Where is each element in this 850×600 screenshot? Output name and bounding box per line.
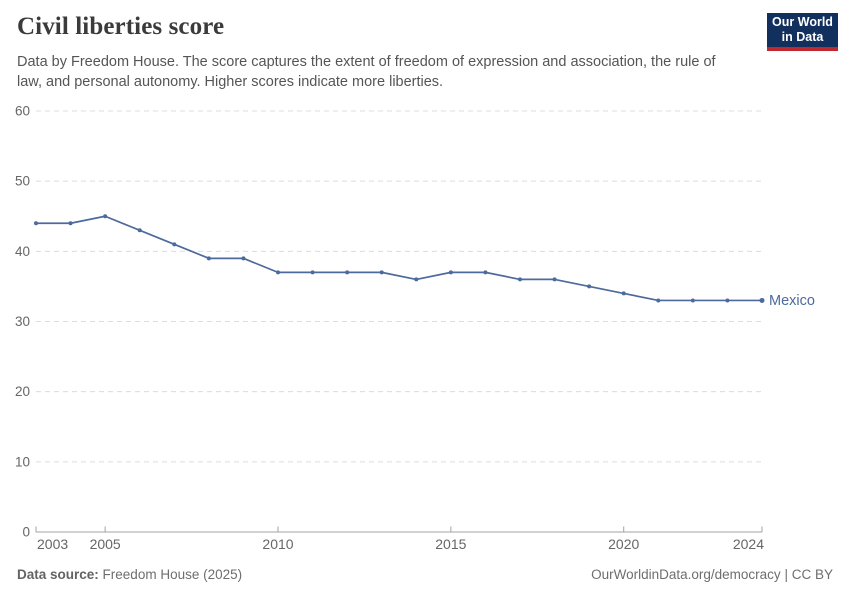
x-axis-tick-label: 2020	[608, 536, 639, 552]
data-point[interactable]	[310, 270, 315, 275]
y-axis-tick-label: 0	[22, 525, 30, 540]
data-point[interactable]	[172, 242, 177, 247]
data-point[interactable]	[448, 270, 453, 275]
data-point[interactable]	[414, 277, 419, 282]
data-point[interactable]	[656, 298, 661, 303]
y-axis-tick-label: 10	[15, 454, 30, 469]
data-point[interactable]	[587, 284, 592, 289]
y-axis-tick-label: 60	[15, 104, 30, 119]
data-point[interactable]	[759, 297, 765, 303]
y-axis-tick-label: 20	[15, 384, 30, 399]
data-point[interactable]	[68, 221, 73, 226]
x-axis-tick-label: 2015	[435, 536, 466, 552]
data-point[interactable]	[276, 270, 280, 275]
data-point[interactable]	[690, 298, 695, 303]
chart-title: Civil liberties score	[17, 13, 225, 40]
y-axis-tick-label: 50	[15, 174, 30, 189]
data-source-label: Data source:	[17, 567, 99, 582]
chart-footer: Data source: Freedom House (2025) OurWor…	[17, 567, 833, 582]
owid-logo[interactable]: Our World in Data	[767, 13, 838, 51]
series-end-label[interactable]: Mexico	[769, 293, 815, 309]
x-axis-tick-label: 2005	[90, 536, 121, 552]
x-axis-tick-label: 2003	[37, 536, 68, 552]
data-point[interactable]	[552, 277, 557, 282]
y-axis-tick-label: 30	[15, 314, 30, 329]
footer-separator: |	[784, 567, 788, 582]
y-axis-tick-label: 40	[15, 244, 30, 259]
data-point[interactable]	[725, 298, 730, 303]
chart-subtitle: Data by Freedom House. The score capture…	[17, 54, 716, 90]
x-axis-tick-label: 2024	[733, 536, 764, 552]
data-point[interactable]	[621, 291, 626, 296]
data-point[interactable]	[483, 270, 488, 275]
owid-logo-line2: in Data	[781, 30, 824, 44]
data-point[interactable]	[34, 221, 38, 226]
data-point[interactable]	[379, 270, 384, 275]
data-point[interactable]	[206, 256, 211, 261]
data-point[interactable]	[137, 228, 142, 233]
x-axis-tick-label: 2010	[262, 536, 293, 552]
series-line-mexico[interactable]	[36, 215, 762, 302]
license-link[interactable]: CC BY	[791, 567, 833, 582]
data-point[interactable]	[518, 277, 522, 282]
data-source-value[interactable]: Freedom House (2025)	[102, 567, 243, 582]
footer-links: OurWorldinData.org/democracy | CC BY	[591, 567, 833, 582]
data-point[interactable]	[103, 214, 108, 219]
owid-logo-line1: Our World	[772, 14, 833, 29]
data-source: Data source: Freedom House (2025)	[17, 567, 242, 582]
data-point[interactable]	[345, 270, 350, 275]
data-point[interactable]	[241, 256, 246, 261]
owid-url-link[interactable]: OurWorldinData.org/democracy	[591, 567, 781, 582]
